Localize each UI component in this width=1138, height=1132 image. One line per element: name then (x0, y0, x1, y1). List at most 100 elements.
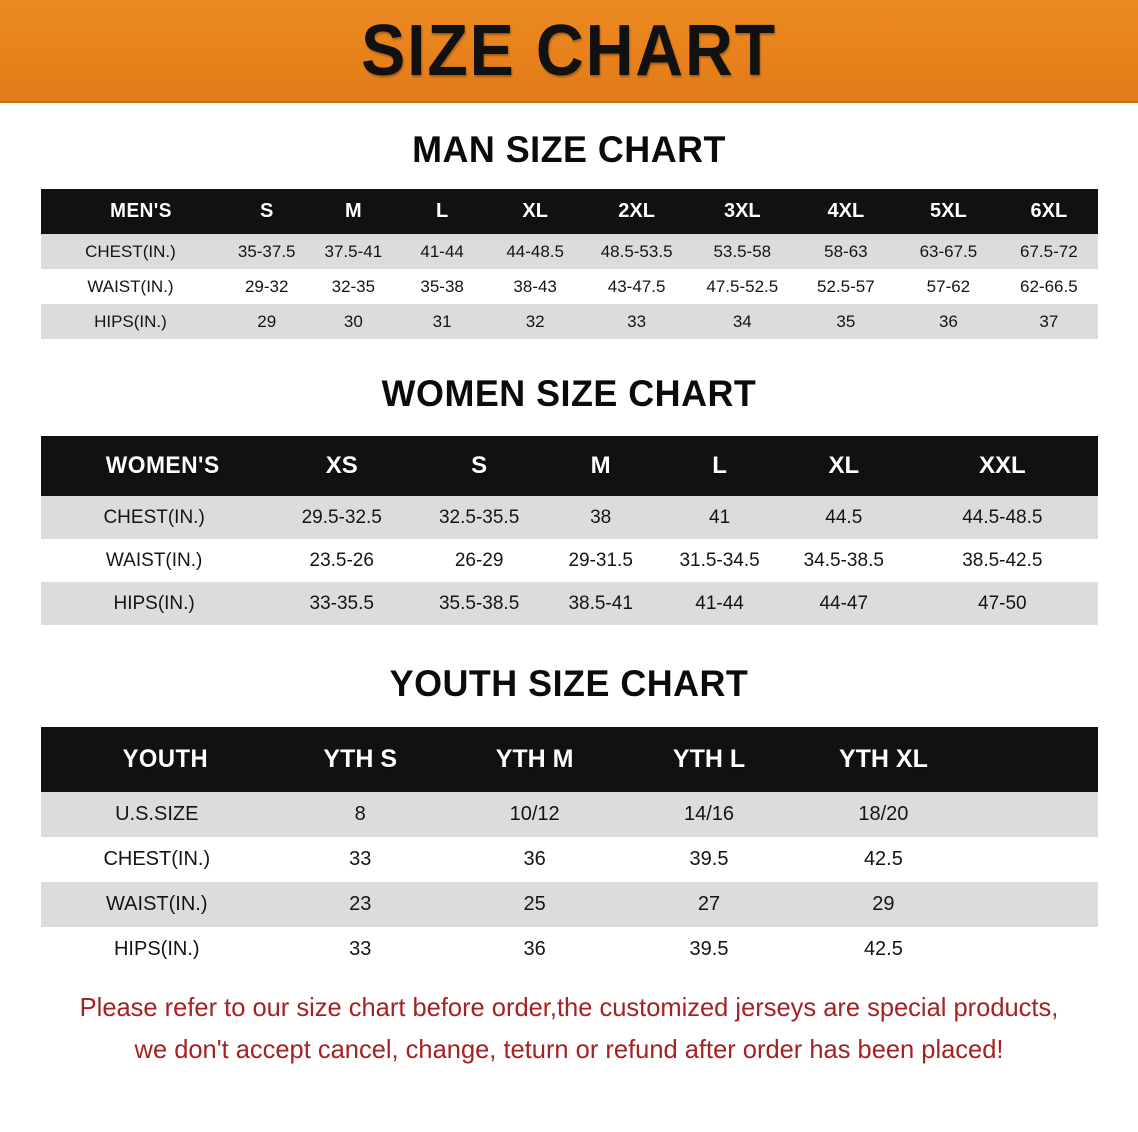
youth-table-corner-label: YOUTH (122, 745, 208, 773)
table-cell: 48.5-53.5 (600, 241, 673, 261)
man-column-header-1: S (260, 200, 274, 222)
page-title: SIZE CHART (361, 10, 777, 91)
table-cell: 29 (872, 893, 895, 915)
table-cell: 35.5-38.5 (438, 592, 520, 614)
table-cell: 47-50 (978, 592, 1027, 614)
man-column-header-4: XL (522, 200, 548, 222)
table-cell: 43-47.5 (607, 276, 666, 296)
table-cell: 29-31.5 (568, 549, 633, 571)
table-cell: 53.5-58 (713, 241, 772, 261)
youth-size-table: YOUTH YTH S YTH M YTH L YTH XL U.S.SIZE 8 10/12… (40, 727, 1098, 972)
table-row: CHEST(IN.) 35-37.5 37.5-41 41-44 44-48.5 48.5… (40, 234, 1098, 269)
man-table-corner-label: MEN'S (109, 200, 172, 222)
table-cell: 62-66.5 (1020, 276, 1078, 296)
table-cell: 32 (525, 311, 545, 331)
table-cell: 33 (349, 848, 372, 870)
table-cell: 52.5-57 (817, 276, 875, 296)
youth-column-header-spacer (971, 727, 1098, 792)
table-cell: 38.5-42.5 (962, 549, 1043, 571)
youth-row-label: CHEST(IN.) (103, 848, 211, 870)
table-cell: 26-29 (454, 549, 504, 571)
table-row: U.S.SIZE 8 10/12 14/16 18/20 (40, 792, 1098, 837)
table-cell-spacer (971, 927, 1098, 972)
disclaimer-text: Please refer to our size chart before or… (30, 986, 1108, 1070)
table-cell: 41 (709, 506, 731, 528)
page-banner: SIZE CHART (0, 0, 1138, 103)
table-cell: 29-32 (244, 276, 289, 296)
youth-row-label: HIPS(IN.) (113, 938, 200, 960)
table-cell: 37 (1039, 311, 1059, 331)
table-row: HIPS(IN.) 33-35.5 35.5-38.5 38.5-41 41-44 44-… (40, 582, 1098, 625)
table-row: CHEST(IN.) 33 36 39.5 42.5 (40, 837, 1098, 882)
table-cell: 30 (343, 311, 363, 331)
table-cell: 47.5-52.5 (706, 276, 779, 296)
table-cell: 35-37.5 (237, 241, 296, 261)
women-size-table-container: WOMEN'S XS S M L XL XXL CHEST(IN.) 29.5-32.5 32.5… (40, 436, 1098, 625)
table-cell: 8 (354, 803, 366, 825)
table-cell: 25 (523, 893, 546, 915)
table-row: WAIST(IN.) 23.5-26 26-29 29-31.5 31.5-34.5 34… (40, 539, 1098, 582)
table-cell: 38-43 (513, 276, 557, 296)
table-cell: 44.5 (825, 506, 863, 528)
women-section-title: WOMEN SIZE CHART (381, 373, 757, 414)
disclaimer-line-2: we don't accept cancel, change, teturn o… (134, 1034, 1004, 1065)
youth-size-table-container: YOUTH YTH S YTH M YTH L YTH XL U.S.SIZE 8 10/12… (40, 727, 1098, 972)
table-cell: 36 (938, 311, 958, 331)
table-cell: 10/12 (509, 803, 560, 825)
man-column-header-6: 3XL (723, 200, 761, 222)
table-cell: 18/20 (858, 803, 909, 825)
table-cell: 35-38 (420, 276, 464, 296)
women-table-header-row: WOMEN'S XS S M L XL XXL (40, 436, 1098, 496)
youth-section-title: YOUTH SIZE CHART (389, 663, 749, 704)
table-row: HIPS(IN.) 29 30 31 32 33 34 35 36 37 (40, 304, 1098, 339)
table-cell: 33-35.5 (309, 592, 374, 614)
table-cell: 29 (257, 311, 277, 331)
women-column-header-1: XS (325, 452, 358, 479)
table-cell: 14/16 (683, 803, 735, 825)
table-row: WAIST(IN.) 29-32 32-35 35-38 38-43 43-47.5 47.… (40, 269, 1098, 304)
table-row: WAIST(IN.) 23 25 27 29 (40, 882, 1098, 927)
women-column-header-4: L (712, 452, 727, 479)
women-table-body: WOMEN'S XS S M L XL XXL CHEST(IN.) 29.5-32.5 32.5… (40, 436, 1098, 625)
disclaimer-line-1: Please refer to our size chart before or… (79, 992, 1059, 1022)
youth-table-body: YOUTH YTH S YTH M YTH L YTH XL U.S.SIZE 8 10/12… (40, 727, 1098, 972)
table-cell-spacer (971, 882, 1098, 927)
table-cell: 41-44 (420, 241, 464, 261)
table-cell: 41-44 (695, 592, 744, 614)
women-column-header-5: XL (828, 452, 860, 479)
table-cell: 34 (732, 311, 752, 331)
table-cell: 38.5-41 (568, 592, 633, 614)
table-cell: 38 (590, 506, 612, 528)
women-size-table: WOMEN'S XS S M L XL XXL CHEST(IN.) 29.5-32.5 32.5… (40, 436, 1098, 625)
man-row-label: WAIST(IN.) (87, 276, 174, 296)
table-cell: 27 (697, 893, 721, 915)
table-cell: 32-35 (331, 276, 376, 296)
man-size-table-container: MEN'S S M L XL 2XL 3XL 4XL 5XL 6XL CHEST(IN.) 35-37… (40, 189, 1098, 339)
man-column-header-5: 2XL (618, 200, 655, 222)
table-row: HIPS(IN.) 33 36 39.5 42.5 (40, 927, 1098, 972)
women-row-label: WAIST(IN.) (105, 549, 203, 571)
table-cell: 36 (523, 848, 546, 870)
table-cell: 67.5-72 (1020, 241, 1078, 261)
table-cell: 36 (523, 938, 546, 960)
man-row-label: HIPS(IN.) (94, 311, 167, 331)
table-cell-spacer (971, 792, 1098, 837)
table-cell: 39.5 (689, 938, 729, 960)
table-cell: 29.5-32.5 (301, 506, 382, 528)
table-row: CHEST(IN.) 29.5-32.5 32.5-35.5 38 41 44.5 44.5… (40, 496, 1098, 539)
man-column-header-7: 4XL (827, 200, 865, 222)
man-table-body: MEN'S S M L XL 2XL 3XL 4XL 5XL 6XL CHEST(IN.) 35-37… (40, 189, 1098, 339)
youth-column-header-4: YTH XL (838, 745, 928, 773)
table-cell: 42.5 (863, 848, 903, 870)
youth-row-label: U.S.SIZE (115, 803, 199, 825)
man-column-header-3: L (436, 200, 449, 222)
table-cell: 31 (432, 311, 452, 331)
man-table-header-row: MEN'S S M L XL 2XL 3XL 4XL 5XL 6XL (40, 189, 1098, 234)
table-cell: 32.5-35.5 (438, 506, 520, 528)
table-cell: 39.5 (689, 848, 729, 870)
table-cell: 58-63 (824, 241, 868, 261)
table-cell: 44.5-48.5 (962, 506, 1043, 528)
women-table-corner-label: WOMEN'S (105, 452, 220, 479)
table-cell: 44-48.5 (506, 241, 564, 261)
table-cell-spacer (971, 837, 1098, 882)
